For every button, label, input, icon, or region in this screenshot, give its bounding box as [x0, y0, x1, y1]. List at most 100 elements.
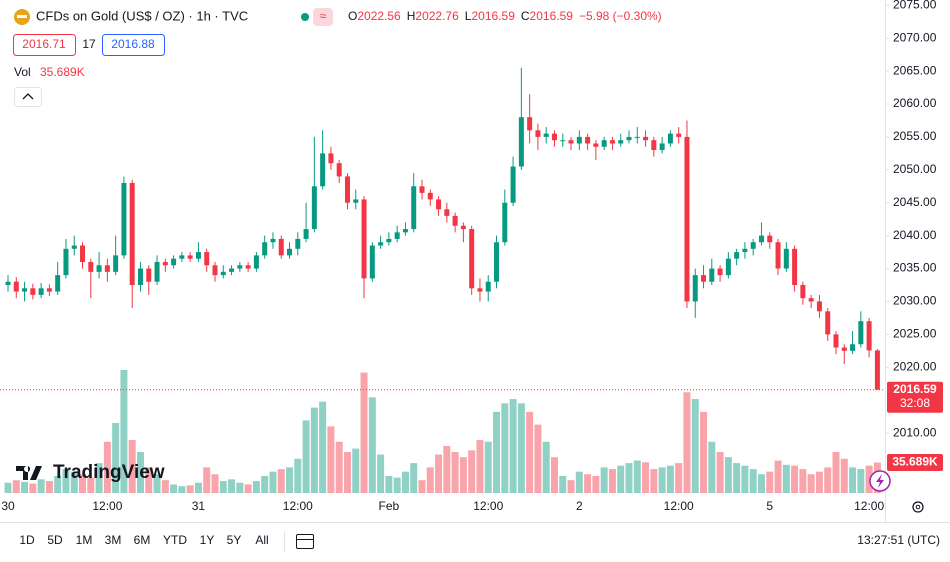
volume-bar — [716, 452, 724, 493]
period-button[interactable]: 3M — [105, 533, 122, 547]
volume-bar — [377, 454, 385, 493]
volume-bar — [534, 424, 542, 493]
volume-bar — [352, 448, 360, 493]
candle-body — [245, 265, 251, 269]
period-button[interactable]: 1M — [76, 533, 93, 547]
volume-bar — [600, 467, 608, 493]
collapse-icon — [22, 93, 34, 100]
candle-body — [427, 192, 433, 200]
volume-bar — [865, 465, 873, 493]
candle-body — [253, 255, 259, 269]
y-tick-label: 2020.00 — [893, 359, 937, 373]
volume-bar — [849, 467, 857, 493]
candle-body — [576, 136, 582, 144]
candle-body — [585, 136, 591, 144]
calendar-icon — [296, 534, 314, 549]
volume-bar — [650, 469, 658, 493]
candle-body — [278, 238, 284, 256]
volume-bar — [29, 483, 37, 493]
date-range-button[interactable] — [296, 534, 314, 549]
period-button[interactable]: 1Y — [200, 533, 215, 547]
volume-bar — [708, 441, 716, 493]
volume-bar — [393, 477, 401, 493]
volume-bar — [418, 480, 426, 493]
period-button[interactable]: 6M — [134, 533, 151, 547]
volume-bar — [310, 407, 318, 493]
x-tick-label: Feb — [379, 499, 400, 513]
settings-button[interactable] — [912, 501, 924, 513]
volume-bar — [517, 403, 525, 493]
collapse-legend[interactable] — [14, 87, 42, 107]
volume-bar — [128, 440, 136, 493]
candle-body — [121, 182, 127, 256]
clock[interactable]: 13:27:51 (UTC) — [857, 533, 940, 547]
symbol-title[interactable]: CFDs on Gold (US$ / OZ) · 1h · TVC — [36, 8, 248, 23]
x-tick-label: 12:00 — [92, 499, 122, 513]
volume-bar — [435, 454, 443, 493]
volume-bar — [186, 485, 194, 493]
settings-icon — [915, 504, 921, 510]
candle-body — [775, 242, 781, 269]
volume-bar — [103, 441, 111, 493]
candle-body — [510, 166, 516, 203]
y-tick-label: 2040.00 — [893, 228, 937, 242]
volume-bar — [21, 481, 29, 493]
period-button[interactable]: YTD — [163, 533, 187, 547]
candle-body — [568, 140, 574, 144]
period-button[interactable]: 5Y — [227, 533, 242, 547]
period-button[interactable]: 5D — [47, 533, 63, 547]
candle-body — [477, 288, 483, 292]
volume-bar — [95, 463, 103, 493]
buy-button[interactable] — [102, 34, 165, 56]
y-tick-label: 2065.00 — [893, 63, 937, 77]
ohlc-value: 2022.56 — [357, 9, 401, 23]
volume-bar — [567, 480, 575, 493]
candle-body — [237, 265, 243, 269]
candle-body — [22, 288, 28, 292]
volume-bar — [145, 467, 153, 493]
volume-bar — [236, 482, 244, 493]
volume-bar — [194, 482, 202, 493]
candle-body — [154, 261, 160, 282]
volume-bar — [476, 440, 484, 493]
volume-bar — [252, 481, 260, 493]
logo[interactable]: TradingView — [16, 462, 165, 483]
volume-bar — [62, 469, 70, 493]
volume-bar — [244, 484, 252, 493]
data-delay-badge[interactable] — [313, 8, 333, 26]
volume-bar — [269, 471, 277, 493]
candle-body — [328, 153, 334, 164]
volume-bar — [857, 469, 865, 493]
period-button[interactable]: 1D — [19, 533, 35, 547]
market-status[interactable] — [301, 13, 309, 21]
volume-bar — [70, 471, 78, 493]
candle-body — [502, 202, 508, 243]
ohlc-value: 2016.59 — [471, 9, 515, 23]
period-button[interactable]: All — [255, 533, 268, 547]
volume-tag-bg — [887, 454, 943, 472]
ohlc-value: 2016.59 — [530, 9, 574, 23]
candle-body — [767, 235, 773, 243]
y-tick-label: 2030.00 — [893, 294, 937, 308]
logo-text: TradingView — [53, 462, 165, 483]
volume-bar — [385, 475, 393, 493]
x-tick-label: 2 — [576, 499, 583, 513]
sell-button[interactable] — [13, 34, 76, 56]
volume-bar — [757, 474, 765, 493]
candle-body — [444, 209, 450, 216]
volume-bar — [410, 463, 418, 493]
candle-body — [527, 117, 533, 131]
candle-body — [494, 242, 500, 282]
volume-bar — [401, 471, 409, 493]
candle-body — [659, 143, 665, 151]
countdown: 32:08 — [900, 396, 930, 410]
volume-bar — [526, 411, 534, 493]
candle-body — [80, 245, 86, 262]
candle-body — [336, 163, 342, 177]
x-tick-label: 5 — [766, 499, 773, 513]
candle-body — [287, 248, 293, 256]
ohlc-key: C — [521, 9, 530, 23]
volume-bar — [766, 471, 774, 493]
volume-bar — [4, 482, 12, 493]
